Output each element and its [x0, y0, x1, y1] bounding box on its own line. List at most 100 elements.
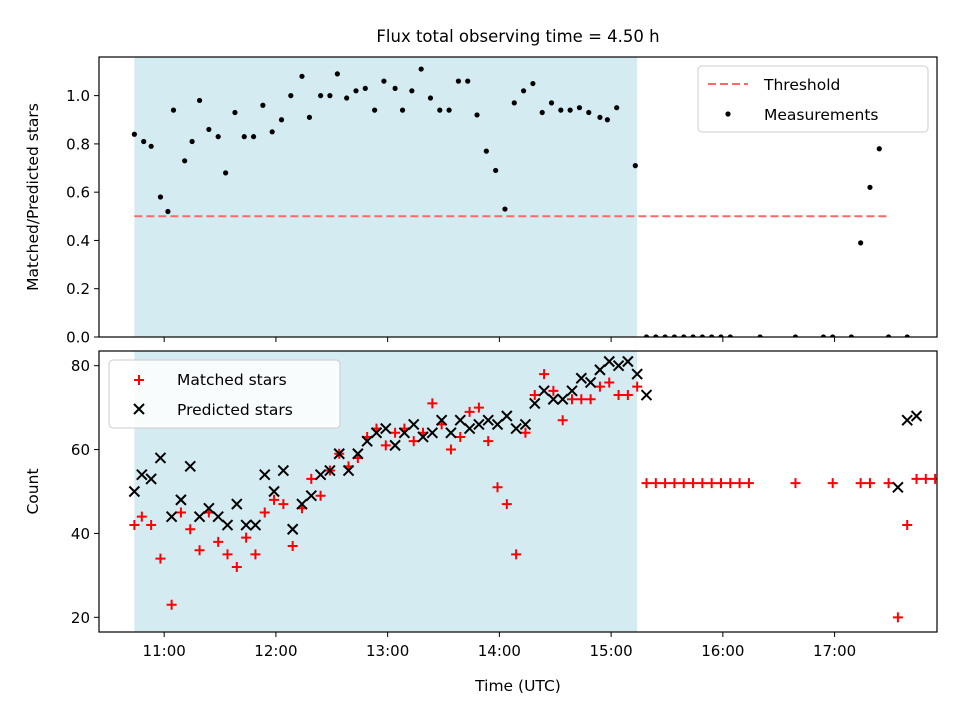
measurement-point	[858, 240, 864, 246]
predicted-star-point	[240, 519, 252, 531]
plot-area	[131, 66, 910, 337]
measurement-point	[465, 78, 471, 84]
matched-star-point	[380, 440, 391, 451]
x-tick-label: 17:00	[813, 642, 856, 660]
measurement-point	[141, 138, 147, 145]
predicted-star-point	[556, 393, 569, 405]
series-measurements	[131, 66, 910, 337]
measurement-point	[520, 88, 527, 94]
predicted-star-point	[370, 427, 383, 439]
matched-star-point	[883, 478, 894, 489]
matched-star-point	[473, 402, 484, 413]
predicted-star-point	[221, 519, 234, 531]
x-tick-label: 13:00	[366, 642, 409, 660]
measurement-point	[690, 334, 696, 337]
predicted-star-point	[154, 452, 167, 464]
matched-star-point	[725, 478, 736, 489]
predicted-star-point	[510, 422, 522, 435]
measurement-point	[334, 71, 340, 77]
y-tick-label: 1.0	[66, 87, 90, 105]
measurement-point	[299, 73, 305, 79]
matched-star-point	[790, 478, 801, 489]
predicted-star-point	[193, 510, 206, 523]
measurement-point	[306, 114, 313, 120]
series-matched-stars	[129, 369, 937, 623]
predicted-star-point	[622, 355, 634, 368]
measurement-point	[409, 88, 415, 94]
measurement-point	[597, 114, 603, 120]
top-panel: 0.0 0.2 0.4 0.6 0.8 1.0 Matched/Predicted star…	[24, 56, 938, 347]
y-tick-label: 60	[71, 441, 90, 459]
measurement-point	[727, 334, 733, 337]
predicted-star-point	[463, 422, 476, 435]
measurement-point	[493, 167, 499, 174]
matched-star-point	[892, 612, 903, 623]
matched-star-point	[408, 436, 419, 447]
matched-star-point	[185, 524, 196, 535]
predicted-star-point	[268, 485, 280, 498]
predicted-star-point	[136, 469, 148, 481]
matched-star-point	[548, 385, 559, 396]
legend-label-matched: Matched stars	[177, 371, 287, 389]
matched-star-point	[455, 431, 466, 442]
measurement-point	[157, 194, 164, 200]
matched-star-point	[129, 520, 140, 531]
matched-star-point	[445, 444, 456, 455]
matched-star-point	[287, 541, 298, 552]
legend-label-threshold: Threshold	[763, 76, 840, 94]
matched-star-point	[734, 478, 745, 489]
matched-star-point	[855, 478, 866, 489]
measurement-point	[288, 93, 294, 99]
predicted-star-point	[445, 427, 457, 439]
matched-star-point	[136, 511, 147, 522]
x-tick-label: 11:00	[143, 642, 186, 660]
measurement-point	[530, 80, 536, 87]
predicted-star-point	[417, 431, 429, 443]
y-tick-label: 0.8	[66, 135, 90, 153]
observing-span-shade	[134, 57, 638, 337]
legend-label-predicted: Predicted stars	[177, 401, 293, 419]
measurement-point	[718, 334, 724, 337]
predicted-star-point	[519, 418, 532, 431]
measurement-point	[455, 78, 462, 84]
measurement-point	[885, 334, 892, 337]
predicted-star-point	[286, 523, 299, 535]
matched-star-point	[902, 520, 913, 531]
measurement-point	[278, 117, 285, 123]
predicted-star-point	[277, 464, 290, 477]
matched-star-point	[390, 427, 401, 438]
matched-star-point	[827, 478, 838, 489]
matched-star-point	[427, 398, 438, 409]
matched-star-point	[259, 507, 270, 518]
predicted-star-point	[603, 355, 615, 368]
measurement-point	[709, 334, 715, 337]
measurement-point	[189, 138, 195, 145]
predicted-star-point	[324, 464, 336, 477]
measurement-point	[539, 109, 545, 116]
matched-star-point	[864, 478, 875, 489]
predicted-star-point	[631, 368, 643, 380]
matched-star-point	[241, 532, 252, 543]
y-tick-label: 80	[71, 357, 90, 375]
measurement-point	[671, 334, 678, 337]
matched-star-point	[697, 478, 708, 489]
matched-star-point	[585, 394, 596, 405]
x-tick-label: 15:00	[589, 642, 632, 660]
predicted-star-point	[454, 414, 466, 426]
legend-box	[108, 359, 341, 429]
matched-star-point	[520, 427, 531, 438]
predicted-star-point	[473, 418, 485, 431]
predicted-star-point	[482, 414, 494, 426]
predicted-star-point	[612, 359, 625, 372]
measurement-point	[206, 126, 212, 133]
predicted-star-point	[352, 448, 364, 460]
legend-predicted-swatch	[133, 403, 145, 415]
predicted-star-point	[212, 510, 224, 523]
matched-star-point	[688, 478, 699, 489]
axes-frame	[98, 56, 938, 338]
predicted-star-point	[231, 498, 243, 510]
measurement-point	[830, 334, 836, 337]
series-predicted-stars	[128, 355, 923, 535]
matched-star-point	[641, 478, 652, 489]
